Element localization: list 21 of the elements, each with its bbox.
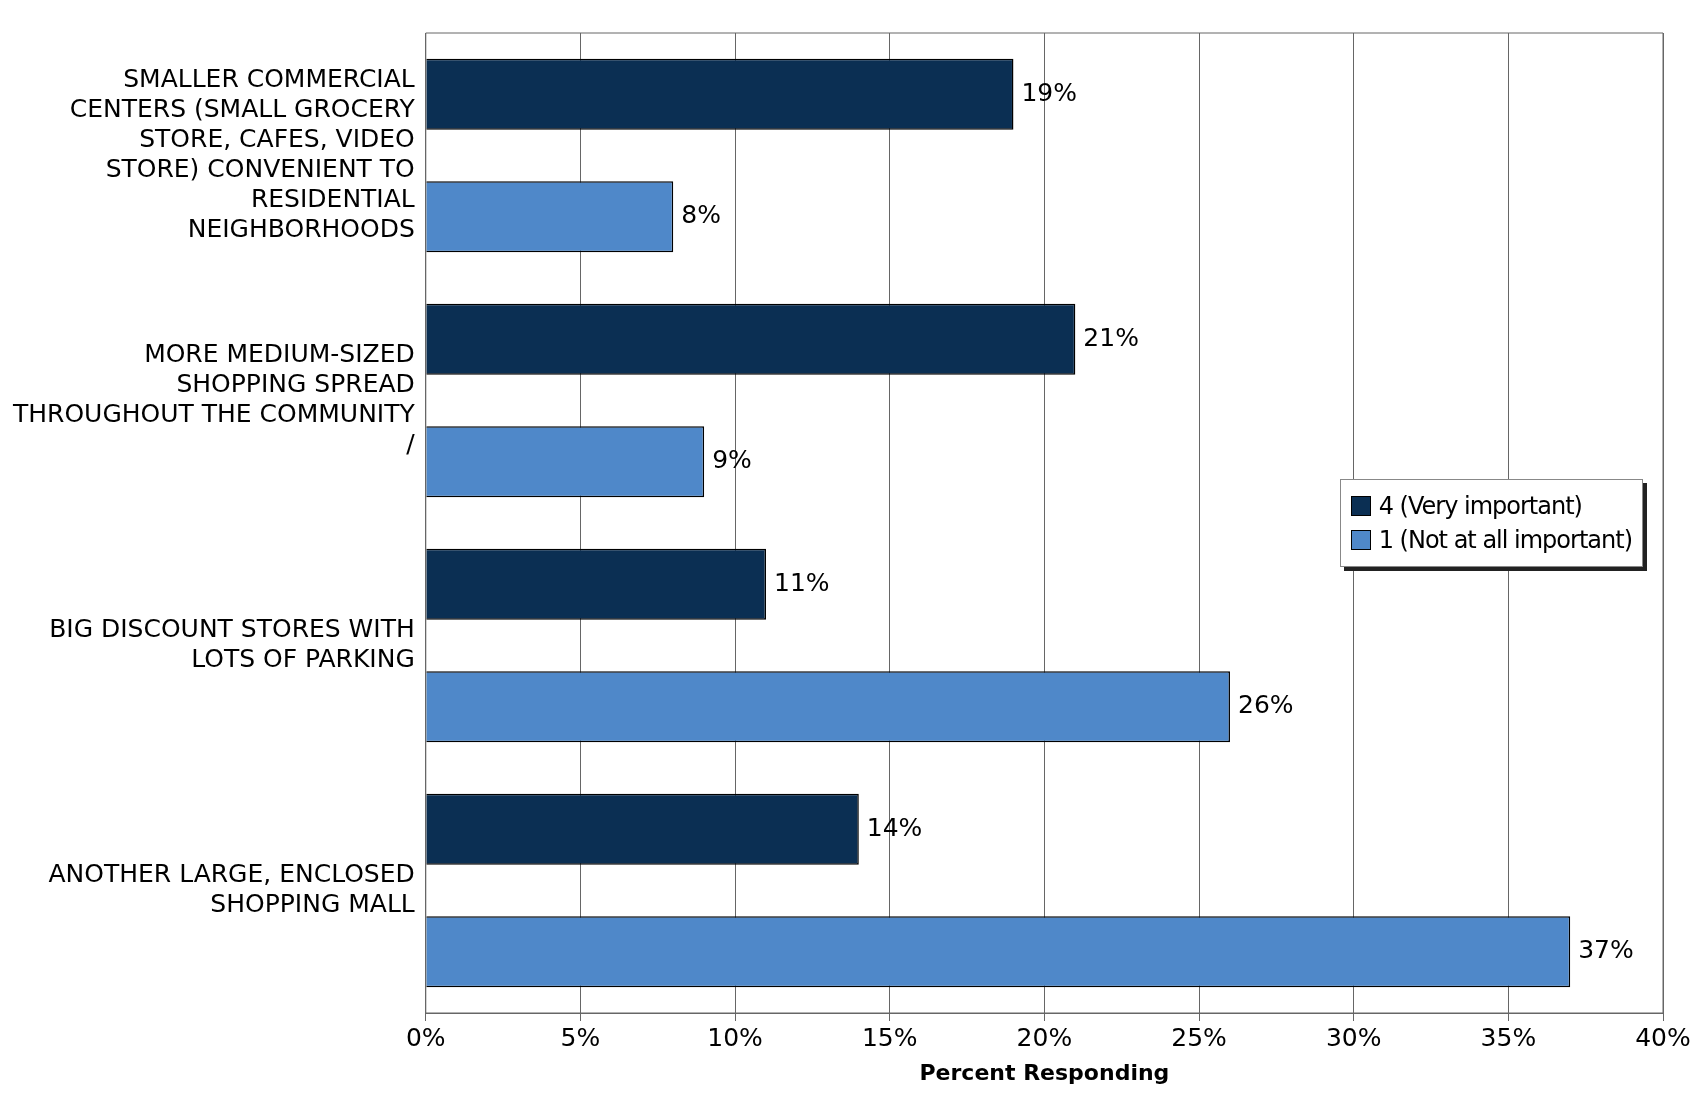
y-tick-label: ANOTHER LARGE, ENCLOSED SHOPPING MALL — [48, 859, 415, 918]
x-tick-label: 5% — [560, 1022, 601, 1052]
data-label: 21% — [1083, 322, 1139, 352]
x-tick-label: 0% — [405, 1022, 446, 1052]
legend-label: 1 (Not at all important) — [1378, 526, 1632, 554]
x-tick-label: 15% — [861, 1022, 918, 1052]
data-label: 8% — [681, 200, 721, 230]
y-tick-label: BIG DISCOUNT STORES WITH LOTS OF PARKING — [49, 614, 415, 673]
x-tick-label: 40% — [1635, 1022, 1691, 1052]
x-axis-title: Percent Responding — [919, 1059, 1170, 1085]
x-tick-label: 25% — [1171, 1022, 1227, 1052]
y-tick-label: MORE MEDIUM-SIZED SHOPPING SPREAD THROUGHOUT THE COMMUNITY / — [11, 339, 416, 458]
x-tick-label: 10% — [707, 1022, 763, 1052]
y-tick-label: SMALLER COMMERCIAL CENTERS (SMALL GROCERY STORE, CAFES, VIDEO STORE) CONVENIENT TO RESIDENTIAL NEIGHBORHOODS — [69, 64, 416, 243]
x-tick-label: 20% — [1016, 1022, 1073, 1052]
legend-label: 4 (Very important) — [1378, 492, 1582, 520]
data-label: 37% — [1578, 935, 1634, 965]
data-label: 11% — [774, 567, 830, 597]
x-tick-label: 30% — [1325, 1022, 1382, 1052]
x-tick-label: 35% — [1480, 1022, 1537, 1052]
data-label: 26% — [1237, 690, 1294, 720]
